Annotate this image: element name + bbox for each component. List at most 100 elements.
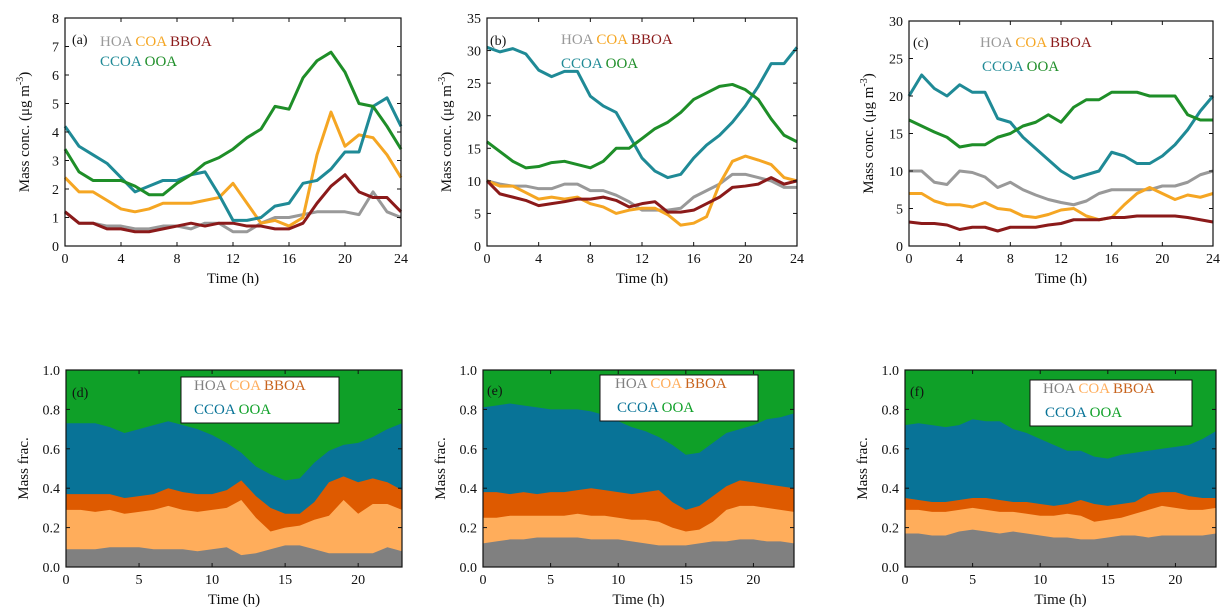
legend-entry-bboa: BBOA (1050, 35, 1092, 51)
y-tick-label: 0.6 (460, 443, 478, 458)
y-axis-label-main: Mass conc. (μg m (17, 85, 33, 193)
legend-entry-ccoa: CCOA (194, 402, 236, 418)
y-axis-label: Mass frac. (16, 437, 32, 499)
y-tick-label: 5 (474, 207, 481, 222)
panel-label: (d) (72, 386, 89, 401)
y-axis-label: Mass frac. (855, 437, 871, 499)
x-tick-label: 0 (62, 252, 69, 267)
x-tick-label: 8 (174, 252, 181, 267)
line-hoa (64, 190, 402, 234)
y-tick-label: 0.8 (460, 403, 478, 418)
line-ccoa (907, 73, 1215, 180)
y-tick-label: 1.0 (43, 364, 61, 379)
y-tick-label: 3 (52, 155, 59, 170)
legend-row: CCOA OOA (194, 402, 271, 418)
line-hoa (909, 169, 1214, 207)
y-axis-label-close: ) (861, 73, 877, 78)
y-tick-label: 20 (467, 110, 481, 125)
x-tick-label: 20 (1168, 573, 1182, 588)
y-tick-label: 7 (52, 41, 59, 56)
y-tick-label: 0.0 (43, 561, 61, 576)
y-axis-label-close: ) (439, 72, 455, 77)
y-axis-label-superscript: -3 (437, 77, 448, 85)
y-tick-label: 25 (889, 53, 903, 68)
legend-row: HOA COA BBOA (100, 34, 212, 50)
x-tick-label: 20 (738, 252, 752, 267)
area-hoa (483, 537, 794, 567)
legend-entry-bboa: BBOA (685, 376, 727, 392)
y-tick-label: 30 (889, 15, 903, 30)
line-ooa (63, 50, 403, 197)
legend-entry-ooa: OOA (1027, 59, 1060, 75)
legend-entry-ooa: OOA (606, 56, 639, 72)
x-tick-label: 12 (635, 252, 649, 267)
y-tick-label: 15 (467, 142, 481, 157)
x-tick-label: 20 (338, 252, 352, 267)
axes-frame (65, 369, 403, 568)
line-hoa (486, 172, 797, 212)
panel-label: (b) (490, 34, 507, 49)
y-axis-label: Mass conc. (μg m-3) (15, 72, 33, 193)
x-axis-label: Time (h) (207, 271, 259, 287)
x-tick-label: 5 (969, 573, 976, 588)
y-tick-label: 15 (889, 128, 903, 143)
y-tick-label: 25 (467, 77, 481, 92)
axes-frame (486, 17, 798, 247)
y-tick-label: 10 (467, 175, 481, 190)
y-tick-label: 10 (889, 165, 903, 180)
legend-entry-ccoa: CCOA (982, 59, 1024, 75)
legend-entry-coa: COA (650, 376, 682, 392)
y-tick-label: 20 (889, 90, 903, 105)
x-tick-label: 10 (205, 573, 219, 588)
x-tick-label: 4 (118, 252, 125, 267)
x-tick-label: 8 (1007, 252, 1014, 267)
y-tick-label: 0.2 (460, 522, 478, 537)
y-tick-label: 6 (52, 69, 59, 84)
legend-entry-bboa: BBOA (1113, 381, 1155, 397)
legend-row: HOA COA BBOA (561, 32, 673, 48)
y-tick-label: 0.2 (43, 522, 61, 537)
y-axis-label: Mass conc. (μg m-3) (437, 72, 455, 193)
x-axis-label: Time (h) (1034, 592, 1086, 608)
y-tick-label: 0.8 (43, 403, 61, 418)
legend-row: CCOA OOA (617, 400, 694, 416)
y-tick-label: 0.4 (882, 482, 900, 497)
legend-row: HOA COA BBOA (194, 378, 306, 394)
x-tick-label: 0 (63, 573, 70, 588)
legend-entry-ooa: OOA (1090, 405, 1123, 421)
legend-entry-hoa: HOA (615, 376, 648, 392)
y-tick-label: 35 (467, 12, 481, 27)
legend-entry-hoa: HOA (194, 378, 227, 394)
y-tick-label: 0 (474, 240, 481, 255)
legend-row: HOA COA BBOA (615, 376, 727, 392)
legend-entry-hoa: HOA (100, 34, 133, 50)
legend-entry-bboa: BBOA (631, 32, 673, 48)
y-tick-label: 1 (52, 212, 59, 227)
y-axis-label-superscript: -3 (15, 77, 26, 85)
y-axis-label-close: ) (17, 72, 33, 77)
x-tick-label: 4 (956, 252, 963, 267)
legend-entry-hoa: HOA (980, 35, 1013, 51)
y-tick-label: 0.6 (882, 443, 900, 458)
legend-entry-coa: COA (596, 32, 628, 48)
axes-frame (908, 20, 1214, 247)
line-ooa (486, 82, 798, 170)
x-tick-label: 5 (547, 573, 554, 588)
legend-entry-coa: COA (135, 34, 167, 50)
line-ccoa (63, 96, 403, 222)
x-tick-label: 16 (282, 252, 296, 267)
x-tick-label: 15 (1101, 573, 1115, 588)
y-tick-label: 4 (52, 126, 59, 141)
panel-label: (a) (72, 33, 88, 48)
panel-label: (f) (910, 385, 924, 400)
x-tick-label: 10 (1033, 573, 1047, 588)
legend-entry-bboa: BBOA (170, 34, 212, 50)
y-tick-label: 0.8 (882, 403, 900, 418)
x-tick-label: 4 (535, 252, 542, 267)
legend-entry-ccoa: CCOA (617, 400, 659, 416)
y-tick-label: 0.0 (882, 561, 900, 576)
y-tick-label: 0.6 (43, 443, 61, 458)
legend-row: CCOA OOA (1045, 405, 1122, 421)
y-axis-label-superscript: -3 (859, 78, 870, 86)
